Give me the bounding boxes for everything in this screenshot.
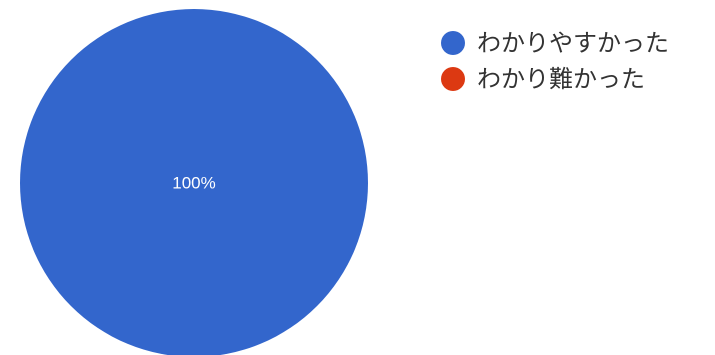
legend-item-2: わかり難かった bbox=[441, 66, 669, 92]
legend-swatch-2 bbox=[441, 67, 465, 91]
data-label-slice-1: 100% bbox=[172, 174, 215, 193]
pie-data-labels: 100% bbox=[172, 174, 215, 193]
legend-label-2: わかり難かった bbox=[477, 65, 645, 93]
legend-label-1: わかりやすかった bbox=[477, 29, 669, 57]
pie-slice-1 bbox=[20, 9, 368, 355]
legend-swatch-1 bbox=[441, 31, 465, 55]
legend-item-1: わかりやすかった bbox=[441, 30, 669, 56]
pie-slices bbox=[20, 9, 368, 355]
chart-legend: わかりやすかった わかり難かった bbox=[441, 30, 669, 102]
